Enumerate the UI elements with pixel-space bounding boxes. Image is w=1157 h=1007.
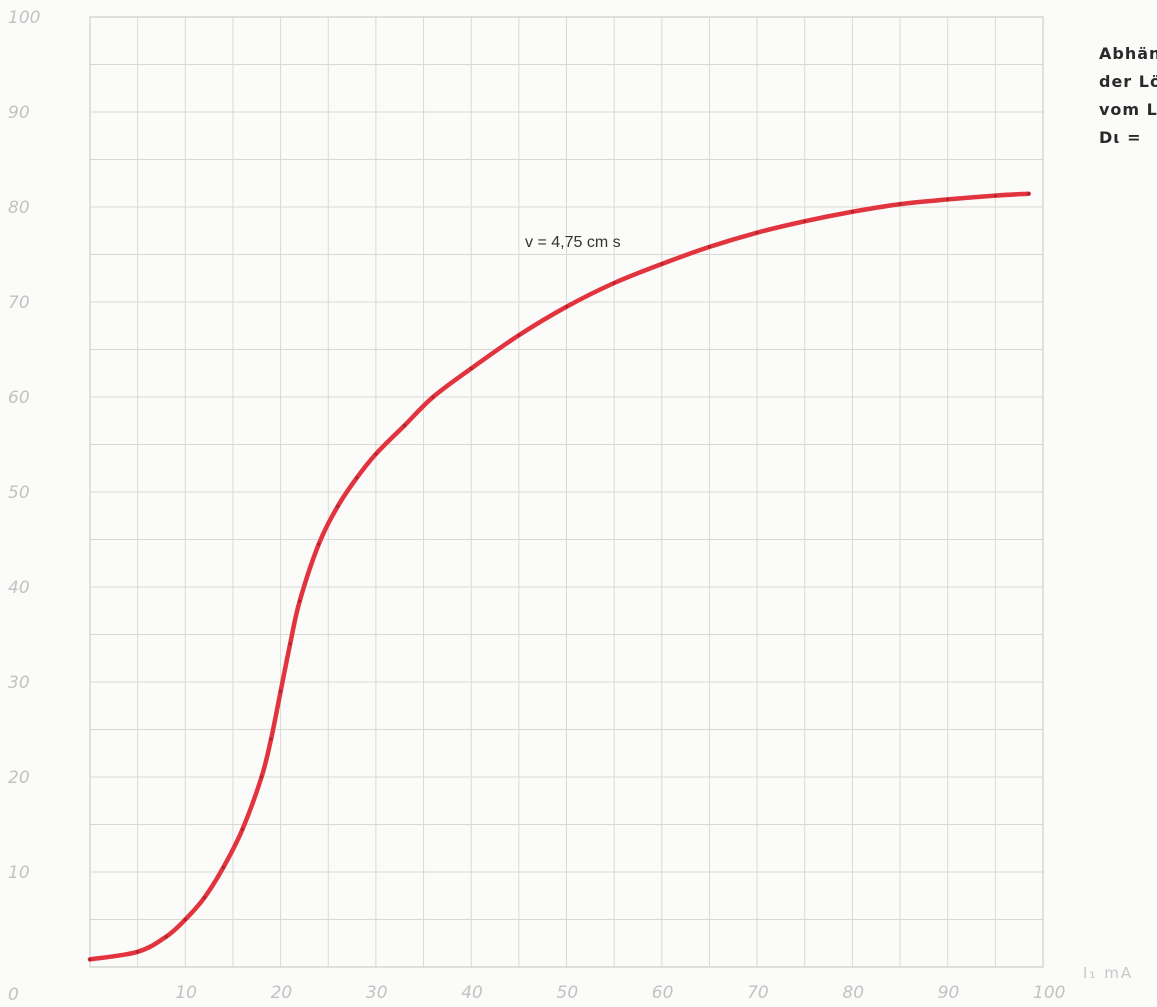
- data-point: [993, 194, 997, 198]
- caption-line: Dι =: [1099, 128, 1142, 147]
- y-tick-label: 10: [8, 863, 30, 883]
- y-tick-label: 40: [8, 578, 30, 598]
- data-point: [336, 504, 340, 508]
- data-point: [164, 935, 168, 939]
- data-point: [298, 599, 302, 603]
- data-point: [402, 423, 407, 428]
- data-point: [1027, 192, 1031, 196]
- data-point: [707, 245, 712, 249]
- x-tick-label: 30: [366, 983, 388, 1003]
- x-tick-label: 50: [557, 983, 579, 1003]
- x-tick-label: 100: [1033, 983, 1065, 1003]
- series-markers: [88, 192, 1031, 962]
- y-tick-label: 70: [8, 293, 30, 313]
- y-axis-ticks: 0 10 20 30 40 50 60 70 80 90 100: [8, 8, 40, 1005]
- y-tick-label: 90: [8, 103, 30, 123]
- data-point: [136, 950, 140, 954]
- data-point: [803, 219, 807, 223]
- x-axis-label: I₁ mA: [1083, 964, 1133, 982]
- caption-line: Abhän: [1099, 44, 1157, 63]
- x-tick-label: 20: [271, 983, 293, 1003]
- series-line: [87, 191, 1031, 962]
- data-point: [288, 642, 292, 646]
- data-point: [183, 917, 187, 922]
- data-point: [374, 452, 378, 456]
- data-point: [612, 281, 616, 285]
- x-tick-label: 80: [842, 983, 864, 1003]
- data-point: [355, 476, 359, 480]
- x-tick-label: 70: [747, 983, 769, 1003]
- curve-annotation: v = 4,75 cm s: [525, 234, 621, 251]
- grid: [89, 16, 1044, 968]
- data-point: [946, 197, 950, 201]
- figure-caption: Abhän der Lö vom L Dι =: [1099, 40, 1157, 152]
- data-point: [269, 737, 273, 741]
- caption-line: vom L: [1099, 100, 1157, 119]
- data-point: [240, 827, 245, 831]
- x-tick-label: 40: [461, 983, 483, 1003]
- data-point: [517, 333, 521, 337]
- caption-line: der Lö: [1099, 72, 1157, 91]
- y-tick-label: 80: [8, 198, 30, 218]
- x-tick-label: 60: [652, 983, 674, 1003]
- data-point: [202, 896, 206, 900]
- data-point: [898, 202, 902, 206]
- data-point: [317, 542, 321, 546]
- data-point: [850, 210, 855, 214]
- data-point: [221, 865, 226, 869]
- data-point: [431, 395, 435, 399]
- data-point: [660, 262, 664, 266]
- data-point: [469, 366, 473, 371]
- y-tick-label: 30: [8, 673, 30, 693]
- data-point: [88, 957, 92, 962]
- x-tick-label: 10: [175, 983, 197, 1003]
- data-point: [259, 775, 264, 779]
- y-tick-label: 60: [8, 388, 30, 408]
- y-tick-label: 0: [8, 985, 19, 1005]
- x-tick-label: 90: [938, 983, 960, 1003]
- y-tick-label: 100: [8, 8, 40, 28]
- x-axis-ticks: 10 20 30 40 50 60 70 80 90 100: [175, 983, 1065, 1003]
- plot-frame: [89, 16, 1044, 968]
- y-tick-label: 20: [8, 768, 30, 788]
- y-tick-label: 50: [8, 483, 30, 503]
- data-point: [564, 305, 569, 309]
- data-point: [279, 689, 283, 694]
- data-point: [755, 231, 759, 235]
